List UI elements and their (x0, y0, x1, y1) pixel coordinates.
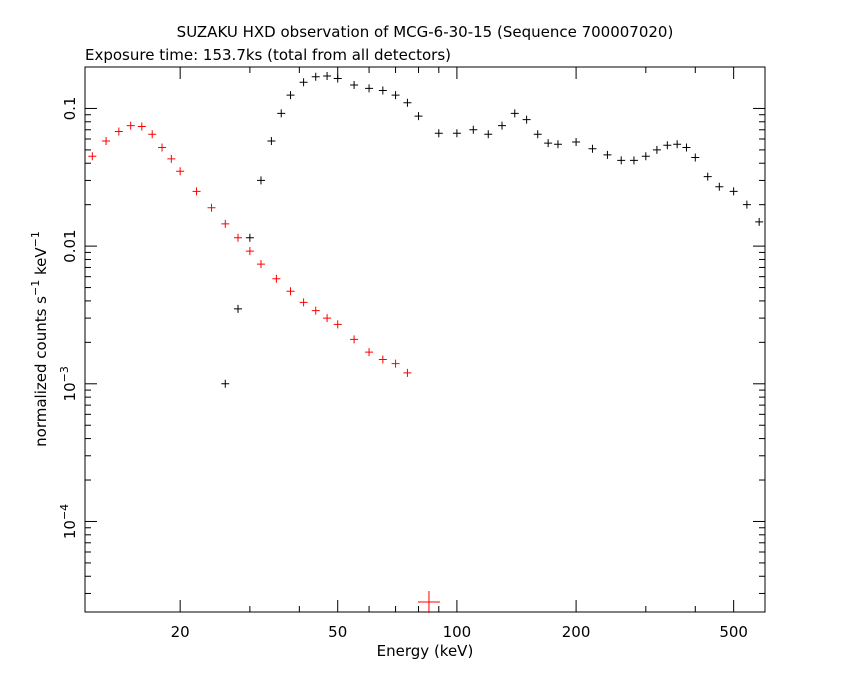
data-point (498, 121, 507, 130)
data-point (311, 306, 320, 315)
data-point (378, 86, 387, 95)
data-point (192, 187, 201, 196)
data-point (603, 150, 612, 159)
y-tick-label: 0.01 (61, 229, 79, 262)
x-tick-label: 50 (328, 623, 347, 641)
series-0 (88, 121, 440, 614)
x-tick-label: 20 (171, 623, 190, 641)
x-axis-ticks: 20 50 100 200 500 (171, 67, 766, 641)
data-point (403, 98, 412, 107)
data-point (277, 109, 286, 118)
data-point (221, 379, 230, 388)
y-axis-label-middle: keV (32, 247, 50, 280)
data-point (245, 233, 254, 242)
y-axis-label-prefix: normalized counts s (32, 296, 50, 447)
chart-subtitle: Exposure time: 153.7ks (total from all d… (85, 46, 451, 64)
data-point (469, 125, 478, 134)
data-point (682, 143, 691, 152)
data-point (715, 182, 724, 191)
data-point (484, 130, 493, 139)
x-tick-label: 200 (562, 623, 591, 641)
data-point (272, 274, 281, 283)
data-point (417, 591, 440, 614)
data-point (333, 320, 342, 329)
data-point (158, 143, 167, 152)
data-point (434, 129, 443, 138)
data-point (755, 217, 764, 226)
data-point (641, 152, 650, 161)
y-axis-label: normalized counts s−1 keV−1 (29, 231, 50, 447)
data-point (323, 72, 332, 81)
data-point (350, 81, 359, 90)
data-point (391, 359, 400, 368)
y-tick-label: 0.1 (61, 97, 79, 121)
data-point (286, 287, 295, 296)
series-1 (221, 72, 764, 388)
x-tick-label: 100 (443, 623, 472, 641)
data-point (533, 130, 542, 139)
data-point (126, 121, 135, 130)
data-point (234, 233, 243, 242)
x-tick-label: 500 (719, 623, 748, 641)
data-point (245, 247, 254, 256)
data-point (729, 187, 738, 196)
data-point (88, 152, 97, 161)
data-point (311, 72, 320, 81)
data-point (286, 91, 295, 100)
y-axis-ticks: 10−4 10−3 0.01 0.1 (58, 66, 765, 594)
data-point (299, 298, 308, 307)
data-point (378, 355, 387, 364)
data-point (572, 138, 581, 147)
y-axis-label-exp2: −1 (29, 231, 42, 247)
data-point (221, 219, 230, 228)
data-point (350, 335, 359, 344)
data-point (703, 172, 712, 181)
y-axis-label-exp1: −1 (29, 280, 42, 296)
data-point (267, 137, 276, 146)
x-axis-label: Energy (keV) (377, 642, 474, 660)
data-point (176, 167, 185, 176)
data-point (102, 137, 111, 146)
data-point (544, 139, 553, 148)
data-point (114, 127, 123, 136)
data-point (553, 140, 562, 149)
data-point (333, 74, 342, 83)
data-point (742, 200, 751, 209)
chart-title: SUZAKU HXD observation of MCG-6-30-15 (S… (177, 23, 674, 41)
data-point (522, 115, 531, 124)
data-point (588, 144, 597, 153)
data-point (617, 156, 626, 165)
data-point (299, 78, 308, 87)
data-point (148, 130, 157, 139)
data-point (137, 122, 146, 131)
y-tick-label: 10−3 (58, 366, 79, 401)
data-point (167, 154, 176, 163)
plot-frame (84, 66, 766, 613)
data-point (510, 109, 519, 118)
data-point (691, 153, 700, 162)
data-point (629, 156, 638, 165)
data-point (256, 260, 265, 269)
data-point (403, 368, 412, 377)
data-point (365, 348, 374, 357)
data-point (365, 84, 374, 93)
data-point (256, 176, 265, 185)
data-series-layer (88, 72, 764, 614)
data-point (207, 203, 216, 212)
data-point (673, 140, 682, 149)
data-point (391, 91, 400, 100)
data-point (234, 304, 243, 313)
data-point (323, 314, 332, 323)
data-point (663, 141, 672, 150)
data-point (452, 129, 461, 138)
y-tick-label: 10−4 (58, 504, 79, 539)
data-point (414, 112, 423, 121)
data-point (652, 145, 661, 154)
